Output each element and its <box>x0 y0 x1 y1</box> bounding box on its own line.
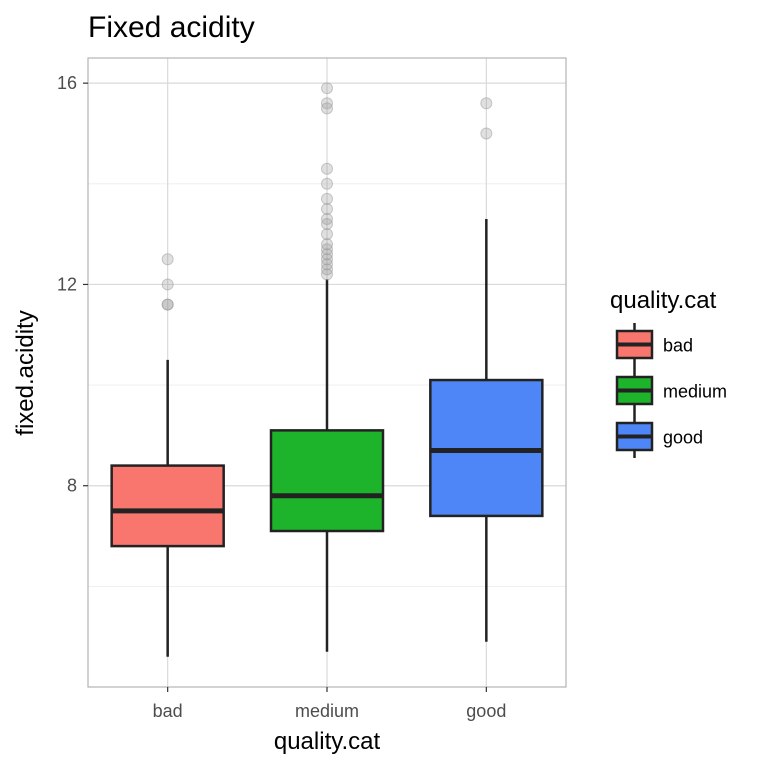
chart-title: Fixed acidity <box>88 11 255 44</box>
outlier-point <box>161 298 174 311</box>
y-axis-title: fixed.acidity <box>12 310 39 435</box>
legend-title: quality.cat <box>610 287 717 314</box>
legend-label: bad <box>663 336 693 356</box>
outlier-point <box>321 97 333 110</box>
x-tick-label: medium <box>295 701 359 721</box>
box-series <box>110 82 544 657</box>
box-medium <box>269 82 385 652</box>
y-tick-label: 16 <box>57 73 77 93</box>
box-good <box>429 97 544 642</box>
legend-item-bad: bad <box>615 329 693 360</box>
outlier-point <box>321 192 333 205</box>
y-tick-label: 12 <box>57 274 77 294</box>
outlier-point <box>480 97 493 110</box>
outlier-point <box>321 213 333 226</box>
y-axis-ticks: 8 12 16 <box>57 73 88 496</box>
outlier-point <box>161 278 174 291</box>
legend-item-medium: medium <box>615 375 727 406</box>
x-tick-label: good <box>466 701 506 721</box>
box-body <box>269 429 385 533</box>
box-body <box>429 378 544 518</box>
x-axis-title: quality.cat <box>274 728 381 755</box>
legend: quality.cat bad medium good <box>610 287 727 458</box>
outlier-point <box>321 228 333 241</box>
plot-panel <box>87 57 567 688</box>
x-tick-label: bad <box>153 701 183 721</box>
outlier-point <box>321 162 333 175</box>
legend-item-good: good <box>615 421 703 452</box>
box-body <box>110 464 225 548</box>
outlier-point <box>321 238 333 251</box>
legend-label: good <box>663 428 703 448</box>
outlier-point <box>321 82 333 95</box>
outlier-point <box>161 253 174 266</box>
outlier-point <box>480 127 493 140</box>
legend-keys: bad medium good <box>615 323 727 458</box>
box-bad <box>110 253 225 657</box>
outlier-point <box>321 177 333 190</box>
legend-label: medium <box>663 382 727 402</box>
x-axis-ticks: bad medium good <box>153 687 506 721</box>
outlier-point <box>321 202 333 215</box>
y-tick-label: 8 <box>67 476 77 496</box>
